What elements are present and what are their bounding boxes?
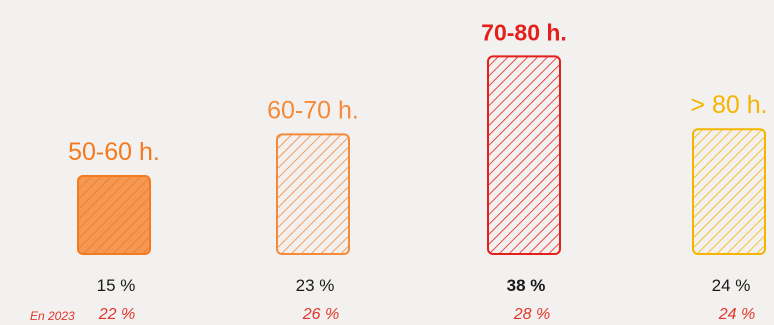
value-label-1: 23 % [296, 276, 335, 295]
category-labels-group: 50-60 h. 60-70 h. 70-80 h. > 80 h. [68, 19, 767, 166]
value-label-2: 38 % [507, 276, 546, 295]
category-label-2: 70-80 h. [481, 19, 567, 45]
value-label-3: 24 % [712, 276, 751, 295]
category-label-3: > 80 h. [690, 91, 767, 119]
value-labels-group: 15 % 23 % 38 % 24 % [97, 276, 751, 295]
value-label-0: 15 % [97, 276, 136, 295]
previous-year-labels-group: En 2023 22 % 26 % 28 % 24 % [30, 306, 755, 323]
category-label-0: 50-60 h. [68, 138, 160, 166]
bar-2 [487, 55, 561, 256]
bar-3 [692, 128, 766, 255]
previous-year-label-2: 28 % [513, 306, 550, 323]
previous-year-caption: En 2023 [30, 309, 75, 323]
bar-0 [77, 175, 151, 255]
category-label-1: 60-70 h. [267, 96, 359, 124]
bars-group [77, 55, 766, 256]
previous-year-label-1: 26 % [302, 306, 339, 323]
bar-1 [276, 133, 350, 255]
previous-year-label-0: 22 % [98, 306, 135, 323]
previous-year-label-3: 24 % [718, 306, 755, 323]
